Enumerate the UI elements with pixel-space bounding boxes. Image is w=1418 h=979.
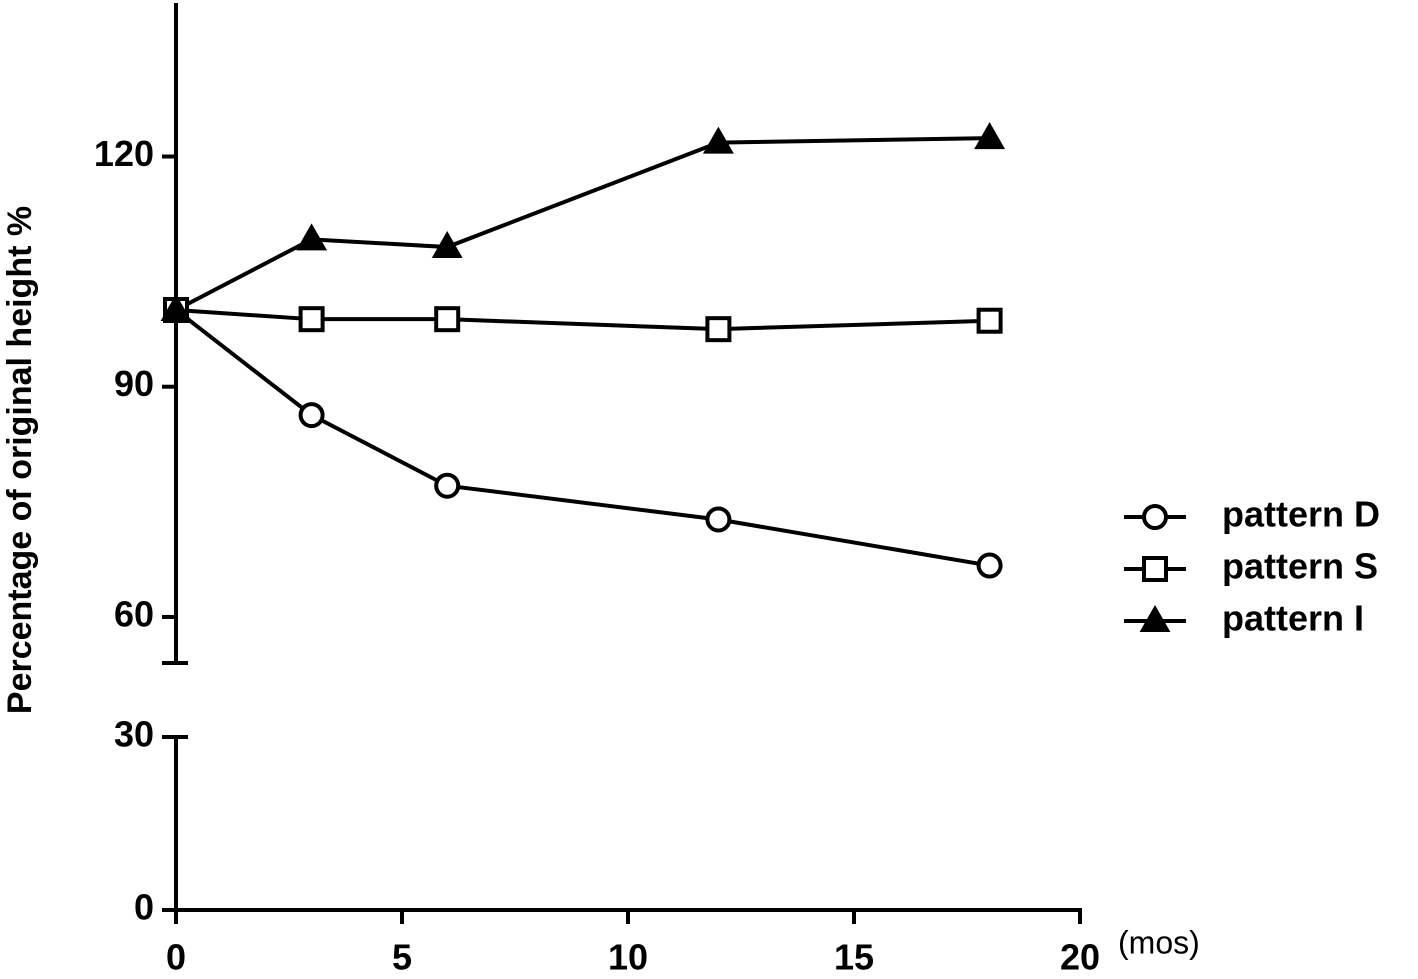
series-line <box>175 136 990 312</box>
data-point <box>296 223 328 251</box>
data-point <box>434 472 461 499</box>
x-tick-label: 5 <box>392 937 412 978</box>
data-point <box>705 316 732 343</box>
y-axis-label: Percentage of original height % <box>1 206 39 714</box>
legend-label: pattern D <box>1222 494 1380 535</box>
x-unit-label: (mos) <box>1118 924 1200 960</box>
y-tick-label: 90 <box>114 363 154 404</box>
data-point <box>160 293 192 321</box>
legend-marker <box>1142 556 1168 582</box>
y-tick-label: 120 <box>94 133 154 174</box>
x-tick-label: 0 <box>166 937 186 978</box>
data-point <box>705 506 732 533</box>
series-line <box>174 308 990 568</box>
series-line <box>175 307 990 332</box>
x-tick-label: 20 <box>1060 937 1100 978</box>
data-point <box>434 306 461 333</box>
x-tick-label: 15 <box>834 937 874 978</box>
data-point <box>298 306 325 333</box>
legend-marker <box>1142 504 1168 530</box>
y-tick-label: 0 <box>134 887 154 928</box>
data-point <box>431 231 463 259</box>
data-point <box>298 402 325 429</box>
legend-label: pattern S <box>1222 546 1378 587</box>
data-point <box>974 122 1006 150</box>
x-tick-label: 10 <box>608 937 648 978</box>
data-point <box>702 126 734 154</box>
legend-marker <box>1139 604 1171 632</box>
y-tick-label: 30 <box>114 714 154 755</box>
y-tick-label: 60 <box>114 593 154 634</box>
data-point <box>976 552 1003 579</box>
data-point <box>976 307 1003 334</box>
legend-label: pattern I <box>1222 598 1364 639</box>
